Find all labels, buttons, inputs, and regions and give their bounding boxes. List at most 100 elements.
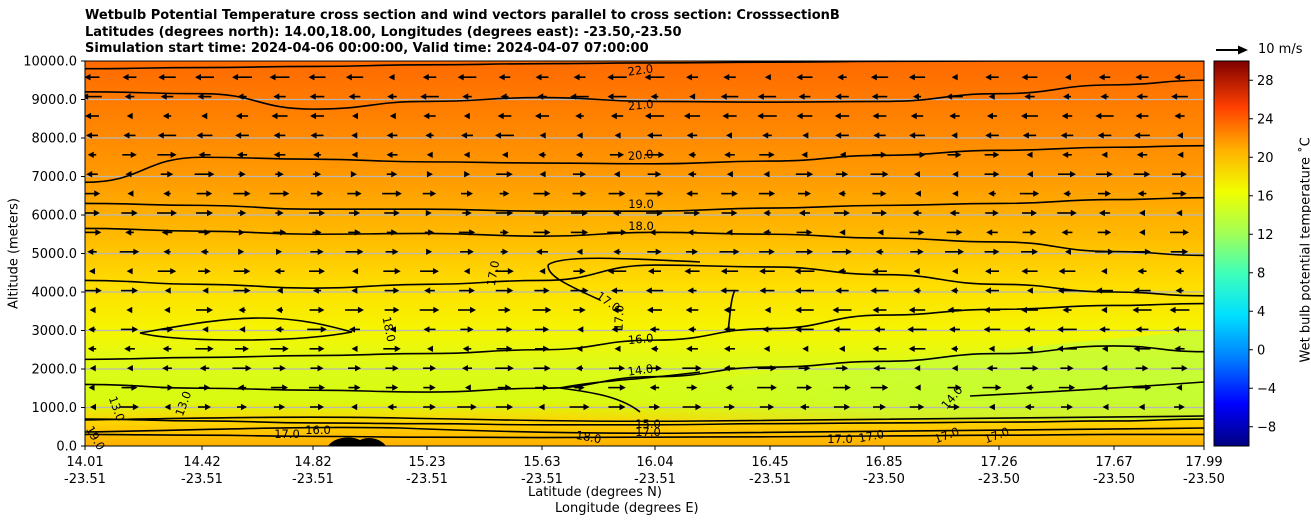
wind-arrow: [608, 190, 626, 197]
wind-arrow: [794, 287, 815, 294]
wind-arrow: [758, 190, 776, 197]
wind-arrow: [90, 403, 96, 411]
wind-arrow: [460, 248, 474, 255]
wind-arrow: [684, 268, 700, 275]
wind-arrow: [463, 151, 470, 158]
wind-arrow: [1135, 112, 1149, 120]
wind-arrow: [352, 268, 359, 275]
wind-arrow: [1020, 365, 1039, 372]
wind-arrow: [535, 74, 549, 81]
wind-arrow: [797, 190, 812, 197]
wind-arrow: [499, 190, 510, 197]
colorbar-tick-label: 28: [1257, 74, 1274, 89]
wind-arrow: [984, 268, 1000, 275]
wind-arrow: [759, 403, 775, 411]
contour-line: [85, 227, 1204, 257]
wind-arrow: [1021, 209, 1038, 217]
contour-line: [85, 61, 1204, 70]
wind-arrow: [459, 287, 475, 294]
wind-arrow: [126, 268, 133, 275]
wind-arrow: [196, 190, 213, 197]
wind-arrow: [1174, 112, 1185, 120]
wind-arrow: [269, 74, 290, 81]
wind-arrow: [157, 132, 177, 139]
x-tick-label-lon: -23.50: [863, 472, 905, 487]
wind-arrow: [464, 171, 471, 178]
wind-arrow: [164, 403, 171, 411]
wind-arrow: [1064, 248, 1071, 255]
wind-arrow: [873, 403, 886, 411]
wind-arrow: [345, 248, 364, 255]
wind-arrow: [608, 384, 626, 391]
wind-arrow: [309, 268, 325, 275]
wind-arrow: [1101, 345, 1108, 352]
wind-arrow: [422, 74, 437, 81]
wind-arrow: [388, 74, 395, 81]
wind-arrow: [1133, 171, 1151, 178]
wind-arrow: [614, 345, 621, 352]
wind-arrow: [500, 248, 509, 255]
wind-arrow: [239, 326, 246, 333]
wind-arrow: [423, 384, 436, 391]
wind-arrow: [759, 248, 775, 255]
wind-arrow: [236, 151, 248, 158]
colorbar-tick-label: 24: [1257, 112, 1274, 127]
contour-lines: [85, 61, 1204, 439]
contour-label: 16.0: [627, 331, 654, 347]
wind-arrow: [986, 229, 998, 236]
colorbar-tick-label: 20: [1257, 151, 1274, 166]
wind-arrow: [1137, 268, 1147, 275]
wind-arrow: [910, 248, 924, 255]
wind-arrow: [163, 190, 171, 197]
wind-arrow: [795, 171, 814, 178]
wind-arrow: [802, 345, 809, 352]
y-tick-label: 8000.0: [32, 132, 78, 147]
wind-arrow: [1060, 365, 1074, 372]
wind-arrow: [1057, 326, 1077, 333]
wind-arrow: [498, 306, 511, 314]
wind-arrow: [686, 345, 698, 352]
wind-arrow: [834, 112, 850, 120]
wind-arrow: [762, 132, 772, 139]
wind-arrow: [85, 112, 99, 120]
contour-line: [969, 381, 1204, 397]
wind-arrow: [235, 345, 249, 352]
wind-arrow: [126, 112, 133, 120]
colorbar: [1213, 60, 1250, 447]
wind-arrow: [985, 132, 999, 139]
contour-labels: 22.021.020.019.018.017.017.017.016.014.0…: [83, 61, 1011, 452]
wind-arrow: [347, 190, 362, 197]
wind-arrow: [348, 384, 361, 391]
wind-arrow: [308, 209, 326, 217]
wind-arrow: [910, 112, 924, 120]
wind-arrow: [835, 287, 849, 294]
wind-arrow: [575, 365, 584, 372]
wind-arrow: [162, 365, 172, 372]
wind-arrow: [460, 326, 474, 333]
wind-arrow: [576, 132, 583, 139]
contour-label: 17.0: [857, 427, 885, 445]
x-tick-label-lat: 17.26: [980, 455, 1017, 470]
wind-arrow: [796, 384, 813, 391]
y-tick-label: 6000.0: [32, 209, 78, 224]
x-tick-label-lat: 16.45: [751, 455, 788, 470]
contour-line: [85, 196, 1204, 212]
wind-arrow: [725, 384, 734, 391]
wind-arrow: [908, 74, 926, 81]
x-axis-label-latitude: Latitude (degrees N): [528, 485, 662, 500]
wind-arrow: [988, 403, 995, 411]
wind-arrow: [349, 326, 360, 333]
wind-arrow: [164, 306, 171, 314]
wind-arrow: [687, 171, 697, 178]
wind-arrow: [985, 74, 999, 81]
wind-arrow: [85, 287, 102, 294]
wind-arrow: [984, 171, 1000, 178]
contour-line: [85, 264, 1204, 297]
wind-arrow: [495, 365, 514, 372]
wind-arrow: [1024, 403, 1035, 411]
x-tick-label-lat: 17.99: [1185, 455, 1222, 470]
wind-arrow: [426, 171, 433, 178]
wind-arrow: [1101, 268, 1108, 275]
wind-arrow: [949, 112, 960, 120]
wind-arrow: [274, 268, 285, 275]
